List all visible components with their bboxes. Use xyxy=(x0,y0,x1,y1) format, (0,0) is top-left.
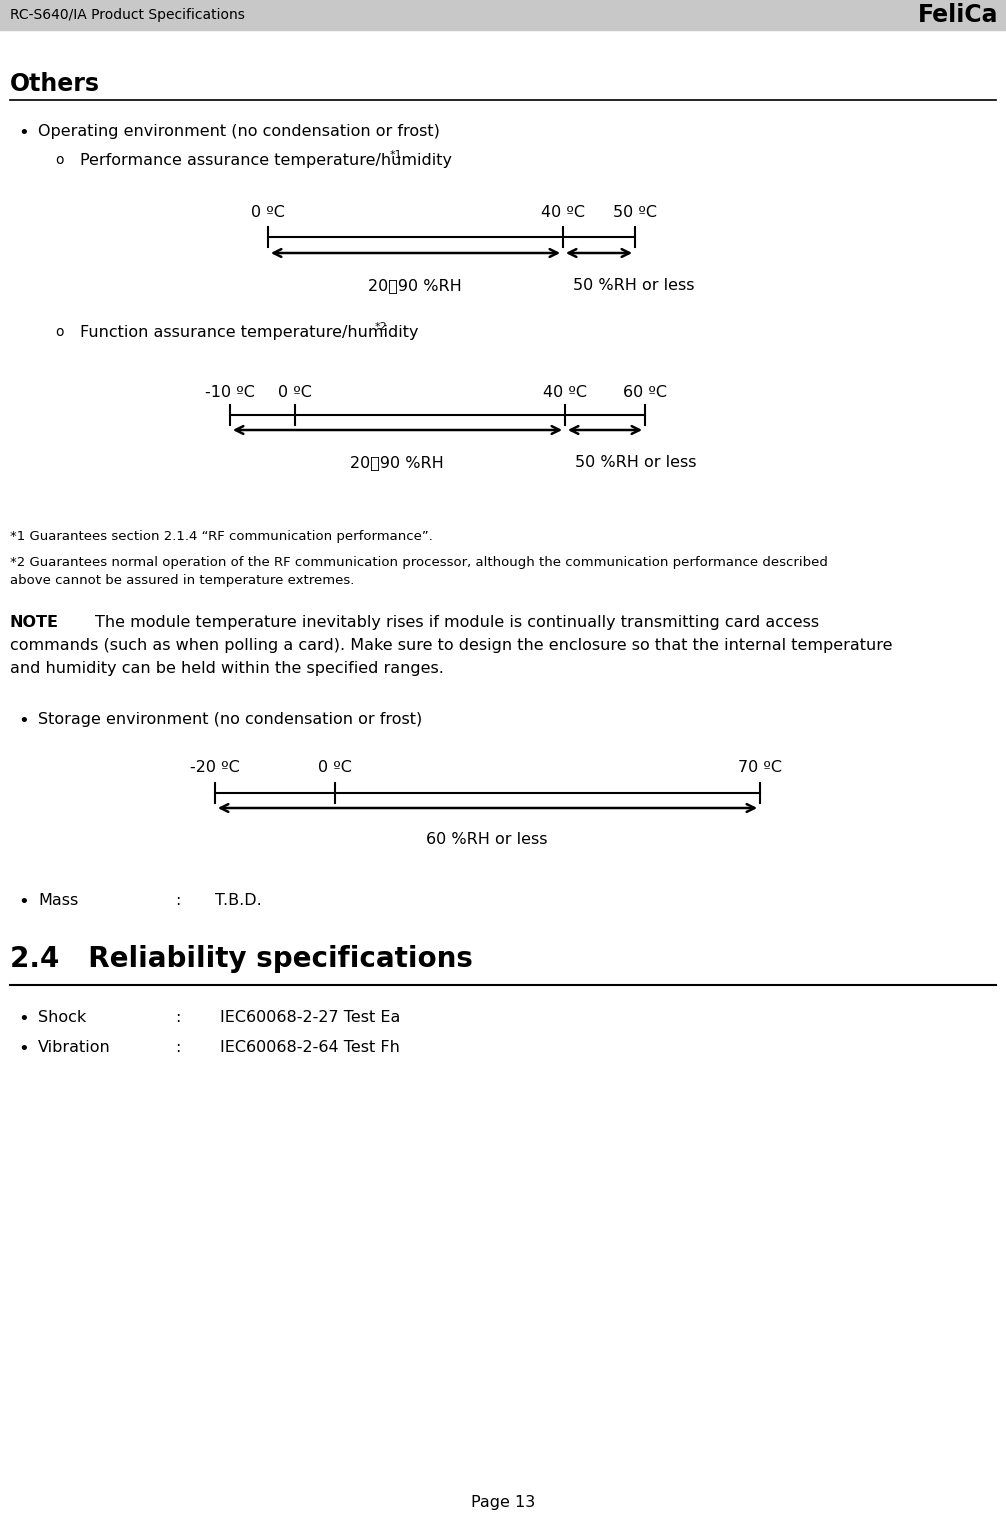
Text: -20 ºC: -20 ºC xyxy=(190,760,239,776)
Text: Others: Others xyxy=(10,72,100,96)
Text: 50 %RH or less: 50 %RH or less xyxy=(573,278,694,293)
Text: 0 ºC: 0 ºC xyxy=(252,205,285,220)
Text: 60 ºC: 60 ºC xyxy=(623,385,667,400)
Text: 0 ºC: 0 ºC xyxy=(278,385,312,400)
Text: •: • xyxy=(18,124,29,142)
Text: :: : xyxy=(175,893,180,909)
Text: Storage environment (no condensation or frost): Storage environment (no condensation or … xyxy=(38,712,423,727)
Text: 70 ºC: 70 ºC xyxy=(738,760,782,776)
Text: above cannot be assured in temperature extremes.: above cannot be assured in temperature e… xyxy=(10,574,354,586)
Text: Mass: Mass xyxy=(38,893,78,909)
Text: Shock: Shock xyxy=(38,1009,87,1025)
Text: NOTE: NOTE xyxy=(10,615,59,631)
Text: Page 13: Page 13 xyxy=(471,1495,535,1510)
Text: :: : xyxy=(175,1040,180,1055)
Text: •: • xyxy=(18,1040,29,1058)
Text: FeliCa: FeliCa xyxy=(917,3,998,27)
Text: IEC60068-2-27 Test Ea: IEC60068-2-27 Test Ea xyxy=(220,1009,400,1025)
Text: *1: *1 xyxy=(390,150,402,160)
Text: 20～90 %RH: 20～90 %RH xyxy=(368,278,462,293)
Text: Vibration: Vibration xyxy=(38,1040,111,1055)
Text: Operating environment (no condensation or frost): Operating environment (no condensation o… xyxy=(38,124,440,139)
Text: RC-S640/IA Product Specifications: RC-S640/IA Product Specifications xyxy=(10,8,244,21)
Text: 2.4   Reliability specifications: 2.4 Reliability specifications xyxy=(10,945,473,973)
Text: IEC60068-2-64 Test Fh: IEC60068-2-64 Test Fh xyxy=(220,1040,399,1055)
Text: Function assurance temperature/humidity: Function assurance temperature/humidity xyxy=(80,325,418,341)
Text: 40 ºC: 40 ºC xyxy=(541,205,585,220)
Bar xyxy=(0,0,1006,31)
Text: 50 %RH or less: 50 %RH or less xyxy=(575,455,696,470)
Text: Performance assurance temperature/humidity: Performance assurance temperature/humidi… xyxy=(80,153,452,168)
Text: 40 ºC: 40 ºC xyxy=(543,385,586,400)
Text: 0 ºC: 0 ºC xyxy=(318,760,352,776)
Text: and humidity can be held within the specified ranges.: and humidity can be held within the spec… xyxy=(10,661,444,676)
Text: *2: *2 xyxy=(375,322,387,331)
Text: commands (such as when polling a card). Make sure to design the enclosure so tha: commands (such as when polling a card). … xyxy=(10,638,892,654)
Text: -10 ºC: -10 ºC xyxy=(205,385,255,400)
Text: •: • xyxy=(18,712,29,730)
Text: 50 ºC: 50 ºC xyxy=(613,205,657,220)
Text: *2 Guarantees normal operation of the RF communication processor, although the c: *2 Guarantees normal operation of the RF… xyxy=(10,556,828,570)
Text: 20～90 %RH: 20～90 %RH xyxy=(350,455,444,470)
Text: •: • xyxy=(18,893,29,912)
Text: *1 Guarantees section 2.1.4 “RF communication performance”.: *1 Guarantees section 2.1.4 “RF communic… xyxy=(10,530,433,544)
Text: The module temperature inevitably rises if module is continually transmitting ca: The module temperature inevitably rises … xyxy=(95,615,819,631)
Text: o: o xyxy=(55,325,63,339)
Text: :: : xyxy=(175,1009,180,1025)
Text: T.B.D.: T.B.D. xyxy=(215,893,262,909)
Text: •: • xyxy=(18,1009,29,1028)
Text: 60 %RH or less: 60 %RH or less xyxy=(427,832,547,847)
Text: o: o xyxy=(55,153,63,166)
